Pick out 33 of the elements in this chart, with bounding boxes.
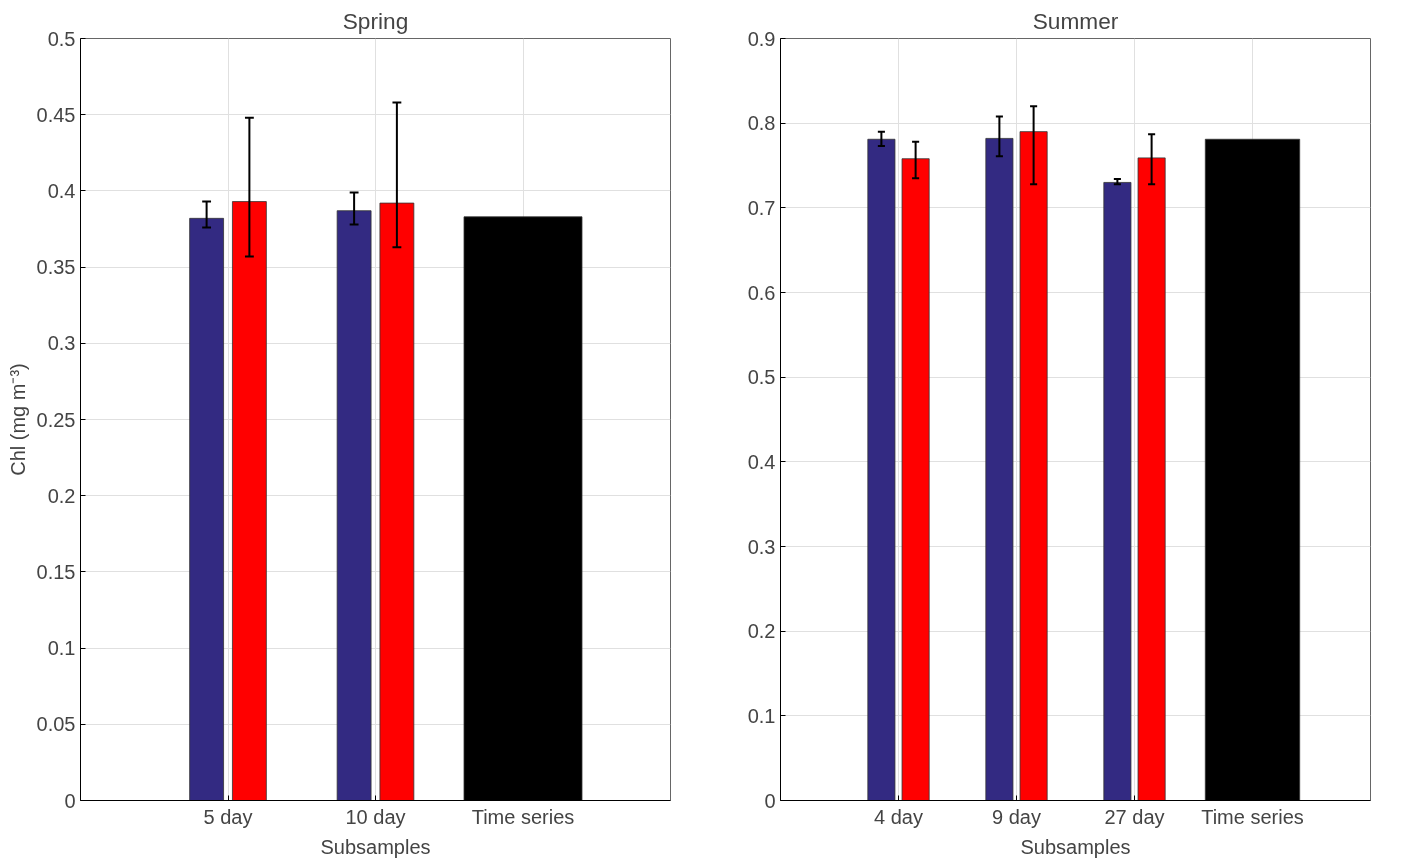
y-tick-label: 0.45	[36, 103, 76, 126]
y-tick-label: 0.35	[36, 256, 76, 279]
x-tick-label: 9 day	[992, 805, 1041, 828]
y-tick-label: 0.3	[747, 535, 776, 558]
x-axis-title: Subsamples	[320, 835, 431, 858]
y-tick-label: 0.3	[47, 332, 76, 355]
x-tick-label: 10 day	[345, 805, 406, 828]
y-tick-label: 0.05	[36, 713, 76, 736]
y-tick-label: 0.7	[747, 196, 776, 219]
y-tick-label: 0.8	[747, 112, 776, 135]
y-tick-label: 0.5	[47, 27, 76, 50]
x-tick-label: 5 day	[203, 805, 253, 828]
y-axis-title: Chl (mg m⁻³)	[6, 363, 29, 476]
x-tick-label: Time series	[471, 805, 575, 828]
y-tick-label: 0.1	[47, 637, 76, 660]
y-tick-label: 0.6	[747, 281, 776, 304]
y-tick-label: 0.2	[47, 484, 76, 507]
y-tick-label: 0.9	[747, 27, 776, 50]
chart-title: Summer	[1032, 7, 1119, 34]
x-tick-label: 27 day	[1104, 805, 1165, 828]
y-tick-label: 0	[64, 789, 76, 812]
y-tick-label: 0.15	[36, 560, 76, 583]
x-tick-label: 4 day	[874, 805, 923, 828]
y-tick-label: 0.1	[747, 704, 776, 727]
y-tick-label: 0.4	[747, 450, 776, 473]
x-tick-label: Time series	[1201, 805, 1304, 828]
y-tick-label: 0.4	[47, 179, 76, 202]
y-tick-label: 0.5	[747, 366, 776, 389]
y-tick-label: 0.25	[36, 408, 76, 431]
x-axis-title: Subsamples	[1020, 835, 1131, 858]
chart-title: Spring	[342, 7, 409, 34]
y-tick-label: 0	[764, 789, 776, 812]
y-tick-label: 0.2	[747, 620, 776, 643]
